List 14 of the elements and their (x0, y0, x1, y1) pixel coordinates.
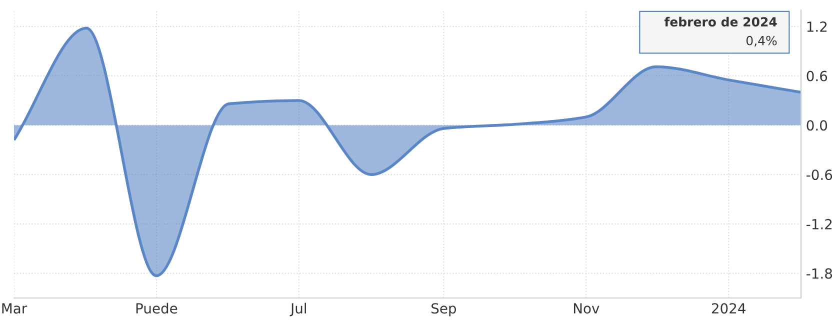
annotation: 0,4% (746, 36, 777, 47)
x-tick-label: Nov (574, 303, 600, 314)
y-tick-label: -1.8 (806, 268, 832, 279)
x-tick-label: Mar (2, 303, 28, 314)
x-tick-label: Jul (290, 302, 306, 316)
y-tick-label: -0.6 (806, 170, 832, 180)
y-tick-label: 0.0 (806, 120, 828, 131)
x-tick-label: Sep (432, 303, 456, 316)
y-tick-label: -1.2 (806, 218, 832, 230)
annotation: febrero de 2024 (664, 16, 777, 27)
x-tick-label: 2024 (712, 303, 746, 314)
y-tick-label: 0.6 (806, 70, 828, 82)
x-tick-label: Puede (136, 302, 178, 314)
y-tick-label: 1.2 (807, 21, 827, 32)
